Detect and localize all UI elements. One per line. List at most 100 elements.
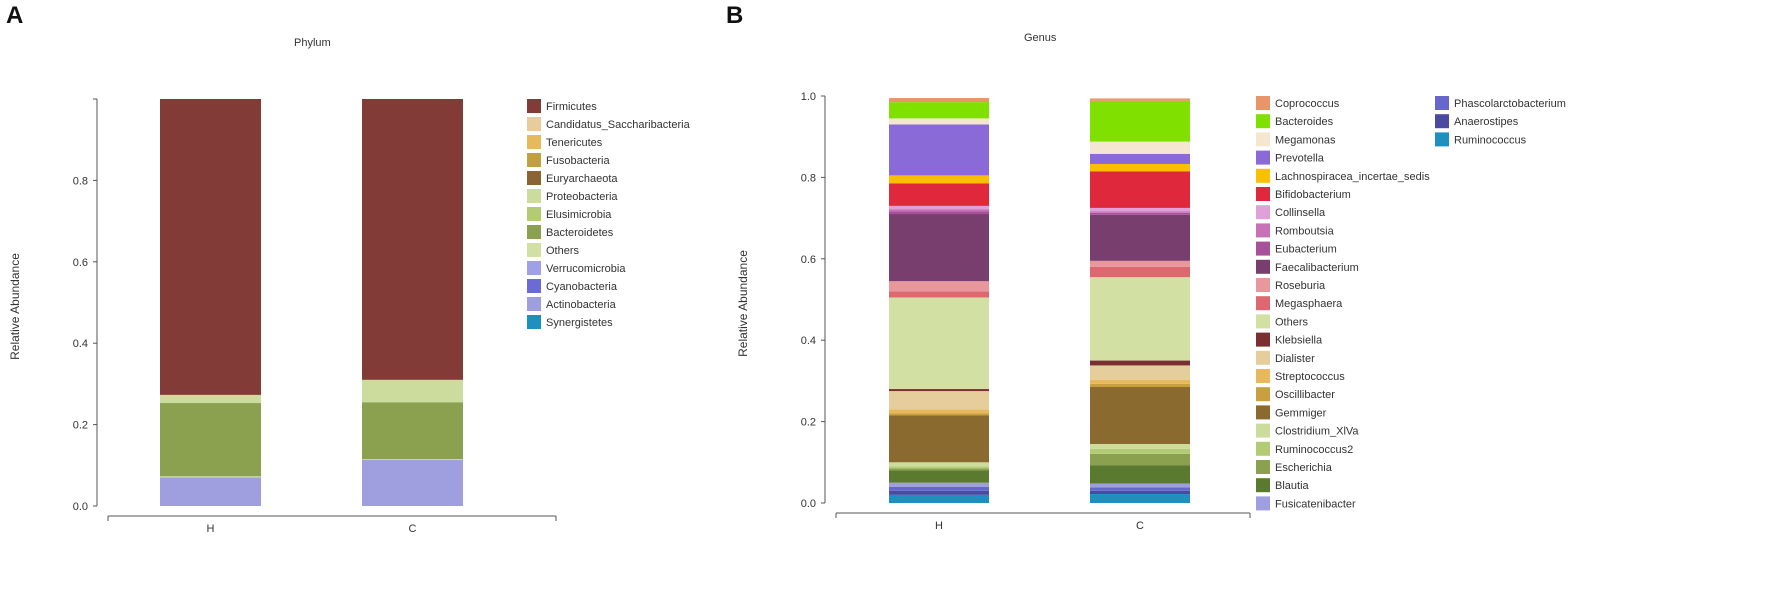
y-tick-label: 0.6 xyxy=(73,257,88,269)
legend-label-synergistetes: Synergistetes xyxy=(546,317,613,329)
bar-segment-c-roseburia xyxy=(1090,260,1190,267)
panel-a-label: A xyxy=(6,2,24,29)
bar-segment-h-klebsiella xyxy=(889,389,989,392)
legend-label-gemmiger: Gemmiger xyxy=(1275,407,1327,419)
bar-segment-c-dialister xyxy=(1090,365,1190,380)
legend-label-candidatus-saccharibacteria: Candidatus_Saccharibacteria xyxy=(546,119,691,131)
legend-swatch-verrucomicrobia xyxy=(527,261,541,275)
bar-segment-h-romboutsia xyxy=(889,209,989,212)
y-tick-label: 0.0 xyxy=(73,501,88,513)
legend-label-bacteroides: Bacteroides xyxy=(1275,116,1334,128)
legend-swatch-megamonas xyxy=(1256,132,1270,147)
legend-swatch-euryarchaeota xyxy=(527,171,541,185)
bar-segment-h-prevotella xyxy=(889,124,989,176)
bar-segment-h-others xyxy=(889,297,989,390)
legend-swatch-synergistetes xyxy=(527,315,541,329)
bar-segment-c-klebsiella xyxy=(1090,360,1190,366)
bar-segment-c-faecalibacterium xyxy=(1090,214,1190,261)
bar-segment-c-megasphaera xyxy=(1090,266,1190,278)
legend-swatch-others xyxy=(1256,314,1270,329)
legend-label-collinsella: Collinsella xyxy=(1275,207,1326,219)
legend-swatch-oscillibacter xyxy=(1256,387,1270,402)
bar-segment-c-anaerostipes xyxy=(1090,490,1190,495)
bar-segment-c-escherichia xyxy=(1090,453,1190,466)
bar-segment-c-blautia xyxy=(1090,465,1190,484)
bar-segment-c-lachnospiracea-incertae-sedis xyxy=(1090,163,1190,172)
bar-segment-h-ruminococcus2 xyxy=(889,466,989,469)
legend-label-cyanobacteria: Cyanobacteria xyxy=(546,281,618,293)
legend-label-bacteroidetes: Bacteroidetes xyxy=(546,227,614,239)
legend-label-clostridium-xlva: Clostridium_XlVa xyxy=(1275,426,1359,438)
legend-swatch-cyanobacteria xyxy=(527,279,541,293)
y-tick-label: 0.4 xyxy=(73,338,88,350)
legend-swatch-firmicutes xyxy=(527,99,541,113)
y-tick-label: 0.2 xyxy=(801,417,816,429)
legend-label-escherichia: Escherichia xyxy=(1275,462,1333,474)
bar-segment-h-megasphaera xyxy=(889,291,989,298)
legend-label-megasphaera: Megasphaera xyxy=(1275,298,1343,310)
bar-segment-h-gemmiger xyxy=(889,415,989,463)
bar-segment-c-eubacterium xyxy=(1090,212,1190,215)
y-tick-label: 0.0 xyxy=(801,498,816,510)
bar-segment-h-faecalibacterium xyxy=(889,214,989,282)
legend-swatch-clostridium-xlva xyxy=(1256,423,1270,438)
legend-label-ruminococcus: Ruminococcus xyxy=(1454,134,1527,146)
y-tick-label: 0.8 xyxy=(73,175,88,187)
bar-segment-h-phascolarctobacterium xyxy=(889,486,989,491)
legend-swatch-klebsiella xyxy=(1256,332,1270,347)
bar-segment-c-others xyxy=(362,459,463,461)
bar-segment-c-coprococcus xyxy=(1090,98,1190,101)
bar-segment-c-oscillibacter xyxy=(1090,383,1190,388)
legend-label-prevotella: Prevotella xyxy=(1275,153,1325,165)
bar-segment-h-blautia xyxy=(889,470,989,483)
bar-segment-h-actinobacteria xyxy=(160,477,261,506)
bar-segment-c-collinsella xyxy=(1090,207,1190,212)
legend-swatch-candidatus-saccharibacteria xyxy=(527,117,541,131)
chart-genus: 0.0 0.2 0.4 0.6 0.8 1.0 Relative Abundance H C Co… xyxy=(736,91,1566,532)
legend-swatch-others xyxy=(527,243,541,257)
bar-segment-h-oscillibacter xyxy=(889,413,989,416)
legend-swatch-prevotella xyxy=(1256,150,1270,165)
legend-label-anaerostipes: Anaerostipes xyxy=(1454,116,1519,128)
legend-label-others: Others xyxy=(1275,316,1309,328)
legend-label-euryarchaeota: Euryarchaeota xyxy=(546,173,618,185)
bar-segment-c-phascolarctobacterium xyxy=(1090,487,1190,491)
legend-swatch-escherichia xyxy=(1256,460,1270,474)
legend-swatch-proteobacteria xyxy=(527,189,541,203)
legend-swatch-roseburia xyxy=(1256,278,1270,292)
x-tick-label: H xyxy=(935,520,943,532)
legend-label-proteobacteria: Proteobacteria xyxy=(546,191,618,203)
legend-label-lachnospiracea-incertae-sedis: Lachnospiracea_incertae_sedis xyxy=(1275,171,1430,183)
legend-label-phascolarctobacterium: Phascolarctobacterium xyxy=(1454,98,1566,110)
bar-segment-c-gemmiger xyxy=(1090,387,1190,444)
legend-swatch-lachnospiracea-incertae-sedis xyxy=(1256,168,1270,183)
legend-swatch-tenericutes xyxy=(527,135,541,149)
panel-b-label: B xyxy=(726,2,744,29)
bar-segment-c-prevotella xyxy=(1090,153,1190,164)
y-tick-label: 0.2 xyxy=(73,420,88,432)
legend-swatch-collinsella xyxy=(1256,205,1270,220)
bar-segment-h-anaerostipes xyxy=(889,490,989,495)
legend-label-tenericutes: Tenericutes xyxy=(546,137,603,149)
legend-swatch-actinobacteria xyxy=(527,297,541,311)
legend-swatch-megasphaera xyxy=(1256,296,1270,311)
bar-segment-c-clostridium-xlva xyxy=(1090,443,1190,449)
bar-segment-c-bacteroides xyxy=(1090,100,1190,142)
legend-swatch-elusimicrobia xyxy=(527,207,541,221)
legend-swatch-gemmiger xyxy=(1256,405,1270,420)
legend-swatch-bifidobacterium xyxy=(1256,187,1270,201)
legend-label-eubacterium: Eubacterium xyxy=(1275,244,1337,256)
legend-label-blautia: Blautia xyxy=(1275,480,1310,492)
bar-segment-h-proteobacteria xyxy=(160,394,261,404)
bar-segment-h-roseburia xyxy=(889,281,989,292)
legend-swatch-fusicatenibacter xyxy=(1256,496,1270,511)
legend-swatch-streptococcus xyxy=(1256,369,1270,383)
legend-label-bifidobacterium: Bifidobacterium xyxy=(1275,189,1351,201)
genus-chart-title: Genus xyxy=(1024,32,1057,44)
legend-label-roseburia: Roseburia xyxy=(1275,280,1326,292)
legend-label-romboutsia: Romboutsia xyxy=(1275,225,1335,237)
legend-swatch-coprococcus xyxy=(1256,96,1270,110)
legend-swatch-blautia xyxy=(1256,478,1270,493)
legend-label-faecalibacterium: Faecalibacterium xyxy=(1275,262,1359,274)
legend-swatch-eubacterium xyxy=(1256,241,1270,256)
